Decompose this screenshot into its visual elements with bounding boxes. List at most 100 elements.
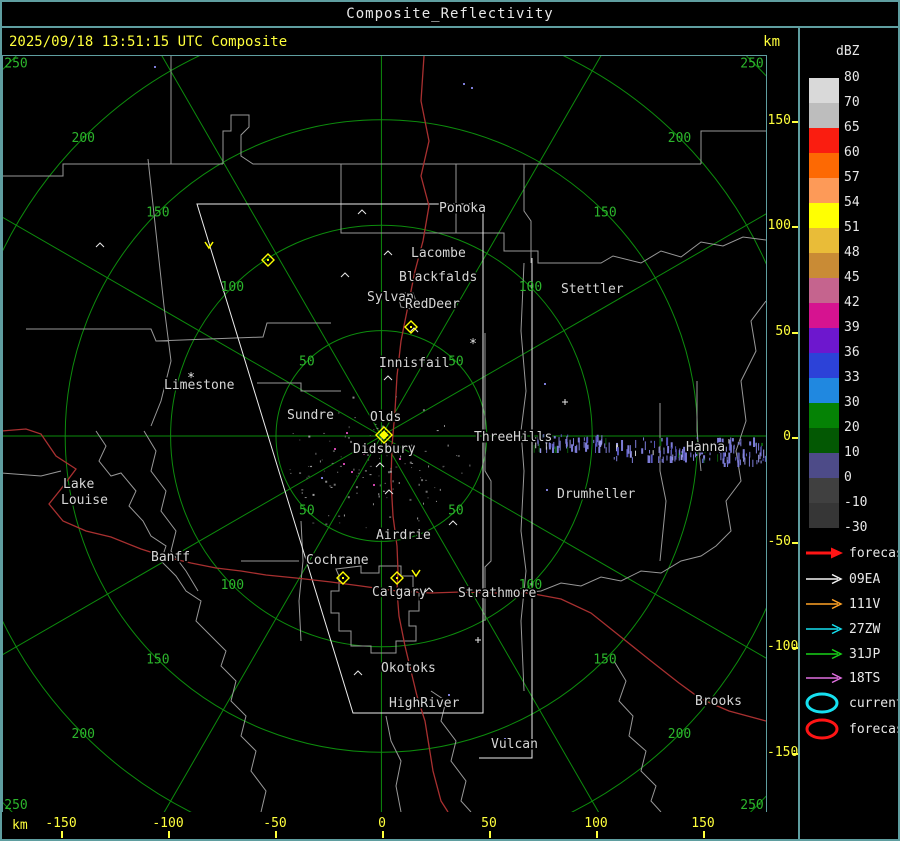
city-label: Lake	[63, 477, 94, 492]
city-label: Olds	[370, 410, 401, 425]
city-label: Strathmore	[458, 586, 536, 601]
colorbar-segment	[809, 378, 839, 403]
colorbar-tick-label: 0	[844, 470, 852, 485]
asterisk-marker: *	[469, 337, 477, 352]
bottom-axis-tick-label: 100	[584, 816, 608, 831]
legend-arrow-item	[804, 597, 848, 611]
legend-ellipse-item	[804, 717, 848, 741]
bottom-distance-axis: km -150 -100 -50 0 50 100 150	[2, 812, 798, 839]
observation-markers: **	[95, 209, 568, 676]
clutter-dot	[363, 453, 365, 455]
colorbar-tick-label: 54	[844, 195, 860, 210]
radar-site-center	[379, 430, 389, 440]
caret-marker	[357, 209, 367, 215]
range-ring-label: 200	[668, 131, 691, 146]
city-label: HighRiver	[389, 696, 460, 711]
storm-motion-chevron	[411, 569, 421, 578]
range-ring-label: 50	[448, 354, 464, 369]
echo-dot	[154, 66, 156, 68]
caret-marker	[424, 587, 434, 593]
status-unit-label: km	[763, 34, 780, 50]
colorbar-segment	[809, 253, 839, 278]
city-label: Cochrane	[306, 553, 369, 568]
caret-marker	[353, 670, 363, 676]
city-label: Sylvan	[367, 290, 414, 305]
bottom-axis-tick	[596, 831, 598, 838]
echo-dot	[546, 489, 548, 491]
legend-label: 27ZW	[849, 622, 881, 637]
right-axis-tick-label: 100	[767, 218, 791, 233]
colorbar-tick-label: 36	[844, 345, 860, 360]
title-bar: Composite_Reflectivity	[2, 2, 898, 28]
range-ring-label: 100	[519, 578, 542, 593]
colorbar-segment	[809, 428, 839, 453]
range-ring-label: 50	[448, 504, 464, 519]
right-axis-tick	[792, 121, 800, 123]
caret-marker	[340, 272, 350, 278]
city-label: Brooks	[695, 694, 742, 709]
bottom-axis-tick-label: 50	[481, 816, 497, 831]
range-ring-label: 200	[72, 727, 95, 742]
city-label: Louise	[61, 493, 108, 508]
city-label: Vulcan	[491, 737, 538, 752]
legend-label: current	[849, 696, 900, 711]
range-ring-label: 150	[593, 653, 616, 668]
county-boundaries	[2, 56, 767, 813]
clutter-dot	[343, 463, 345, 465]
clutter-dot	[334, 448, 336, 450]
bottom-axis-tick-label: 150	[691, 816, 715, 831]
colorbar-tick-label: 10	[844, 445, 860, 460]
legend-label: forecast	[849, 722, 898, 737]
colorbar-tick-label: 57	[844, 170, 860, 185]
storm-motion-chevron	[204, 241, 214, 250]
city-label: Okotoks	[381, 661, 436, 676]
legend-arrow-item	[804, 546, 848, 560]
bottom-axis-tick	[61, 831, 63, 838]
colorbar-tick-label: 65	[844, 120, 860, 135]
27ZW-arrow-icon	[806, 623, 843, 635]
range-ring-label: 250	[4, 56, 27, 71]
clutter-dot	[346, 432, 348, 434]
111V-arrow-icon	[806, 598, 843, 610]
radar-site-diamond	[390, 571, 404, 585]
radar-site-diamond	[375, 426, 393, 444]
right-axis-tick-label: -150	[767, 745, 799, 760]
colorbar-segment	[809, 103, 839, 128]
city-label: Drumheller	[557, 487, 635, 502]
range-ring-label: 150	[593, 205, 616, 220]
colorbar-segment	[809, 78, 839, 103]
bottom-axis-unit: km	[12, 818, 28, 833]
right-distance-axis: 150 100 50 0 -50 -100 -150	[766, 55, 801, 813]
colorbar-segment	[809, 278, 839, 303]
echo-dot	[321, 477, 323, 479]
colorbar-tick-label: 20	[844, 420, 860, 435]
legend-label: 18TS	[849, 671, 881, 686]
city-label: Sundre	[287, 408, 334, 423]
right-axis-tick-label: -50	[767, 534, 791, 549]
bottom-axis-tick-label: -150	[45, 816, 77, 831]
legend-arrow-item	[804, 622, 848, 636]
window-title: Composite_Reflectivity	[346, 6, 554, 22]
legend-label: forecast	[849, 546, 898, 561]
right-axis-tick	[792, 332, 800, 334]
31JP-arrow-icon	[806, 648, 843, 660]
colorbar-segment	[809, 503, 839, 528]
radar-site-markers	[204, 241, 789, 585]
isolated-echo-dots	[154, 66, 548, 740]
current-ellipse-icon	[805, 692, 839, 714]
range-ring-label: 100	[519, 280, 542, 295]
radar-site-diamond	[336, 571, 350, 585]
plus-marker	[562, 399, 568, 405]
colorbar-tick-label: 80	[844, 70, 860, 85]
right-axis-tick	[792, 647, 800, 649]
ground-clutter-speckle	[289, 396, 471, 529]
echo-dot	[544, 383, 546, 385]
bottom-axis-tick	[703, 831, 705, 838]
colorbar-title: dBZ	[836, 44, 860, 59]
legend-arrow-item	[804, 671, 848, 685]
echo-dot	[463, 83, 465, 85]
18TS-arrow-icon	[806, 672, 843, 684]
